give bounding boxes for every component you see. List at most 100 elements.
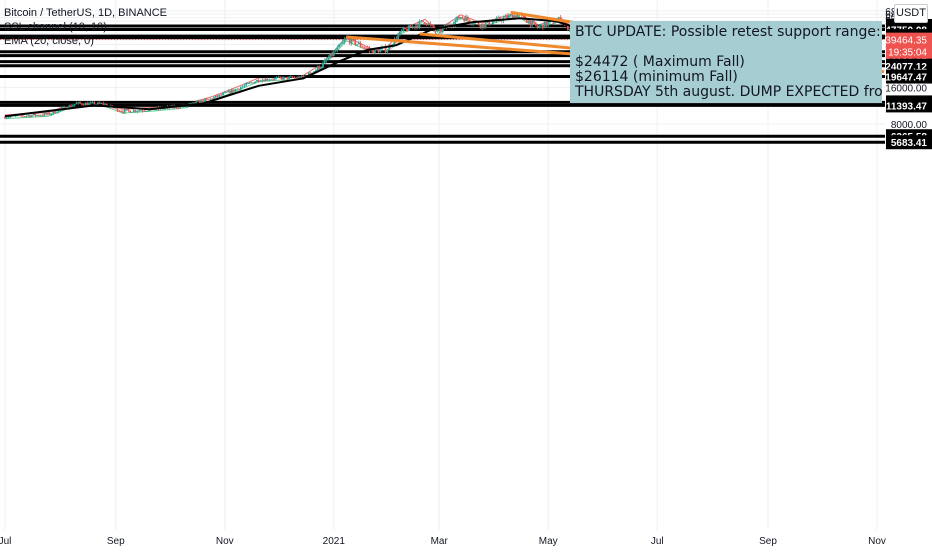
candle-body	[406, 28, 408, 31]
candle-body	[416, 25, 419, 28]
candle-body	[264, 78, 267, 82]
candle-body	[193, 102, 196, 104]
candle-body	[545, 21, 548, 26]
candle-body	[39, 115, 42, 117]
candle-body	[54, 111, 56, 114]
candle-body	[97, 102, 99, 105]
candle-body	[125, 109, 128, 111]
time-tick-label: 2021	[323, 536, 346, 547]
candle-body	[379, 49, 382, 53]
symbol-title[interactable]: Bitcoin / TetherUS, 1D, BINANCE	[4, 7, 168, 19]
candle-body	[418, 21, 421, 28]
candle-body	[245, 83, 248, 86]
candle-body	[272, 79, 274, 81]
candle-body	[286, 76, 289, 79]
candle-body	[325, 59, 328, 61]
candle-body	[43, 113, 46, 116]
time-axis[interactable]: Jul Sep Nov 2021 Mar May Jul Sep Nov	[0, 530, 932, 550]
candle-body	[36, 114, 39, 116]
currency-unit-badge[interactable]: USDT	[894, 4, 928, 23]
annotation-line-5: THURSDAY 5th august. DUMP EXPECTED from …	[575, 84, 882, 100]
candle-body	[86, 102, 89, 106]
candle-body	[320, 67, 323, 70]
candle-body	[411, 26, 414, 28]
candle-body	[356, 44, 358, 45]
candle-body	[29, 115, 31, 117]
annotation-line-4: $26114 (minimum Fall)	[575, 69, 738, 85]
candle-body	[236, 88, 239, 90]
candle-body	[91, 102, 94, 104]
candle-body	[477, 21, 480, 25]
candle-body	[332, 51, 335, 56]
candle-body	[388, 45, 391, 51]
candle-body	[429, 23, 432, 25]
level-price-label: 5683.41	[891, 138, 928, 149]
candle-body	[7, 117, 10, 118]
candle-body	[247, 83, 249, 84]
candle-body	[354, 39, 357, 45]
candle-body	[270, 79, 273, 81]
candle-body	[288, 76, 291, 79]
candle-body	[402, 27, 405, 31]
time-tick-label: Mar	[431, 536, 449, 547]
candle-body	[41, 115, 44, 117]
time-tick-label: Jul	[0, 536, 11, 547]
candle-body	[257, 80, 260, 82]
time-tick-label: Sep	[759, 536, 777, 547]
candle-body	[309, 72, 312, 74]
candle-body	[239, 87, 242, 90]
price-axis-bg	[885, 0, 932, 550]
candle-body	[397, 35, 400, 41]
candle-body	[275, 77, 278, 79]
candle-body	[481, 24, 483, 28]
candle-body	[14, 115, 17, 117]
annotation-note[interactable]: BTC UPDATE: Possible retest support rang…	[570, 21, 882, 103]
candle-body	[534, 22, 537, 26]
candle-body	[345, 37, 348, 40]
candle-body	[343, 39, 346, 42]
candle-body	[449, 24, 451, 26]
candle-body	[25, 115, 28, 117]
candle-body	[32, 113, 35, 116]
candle-body	[484, 22, 487, 27]
ssl-indicator-label[interactable]: SSL channel (10, 10)	[4, 21, 107, 33]
candle-body	[407, 25, 410, 31]
candle-body	[254, 81, 257, 84]
candle-body	[436, 30, 439, 32]
candle-body	[290, 76, 292, 78]
candle-body	[120, 110, 123, 112]
candle-body	[80, 103, 83, 105]
candle-body	[75, 103, 78, 105]
candle-body	[384, 46, 387, 53]
candle-body	[223, 92, 226, 94]
candle-body	[241, 86, 244, 88]
candle-body	[250, 82, 253, 84]
price-tick-label: 16000.00	[885, 83, 927, 94]
candle-body	[129, 110, 131, 113]
ema-indicator-label[interactable]: EMA (20, close, 0)	[4, 35, 94, 47]
candle-body	[409, 25, 412, 28]
candle-body	[511, 14, 514, 19]
candle-body	[315, 69, 317, 72]
candle-body	[541, 24, 544, 29]
candle-body	[440, 28, 442, 32]
candle-body	[415, 25, 417, 28]
candle-body	[207, 98, 210, 100]
last-price-label: 39464.35	[885, 36, 927, 47]
candle-body	[372, 49, 374, 54]
candle-body	[93, 102, 96, 105]
price-axis[interactable]: 68000.0064000.0060000.0056000.0052000.00…	[885, 0, 932, 550]
candle-body	[55, 112, 58, 114]
candle-body	[145, 110, 148, 112]
candle-body	[79, 102, 81, 104]
candle-body	[277, 76, 280, 78]
candle-body	[114, 107, 117, 109]
level-price-tag	[886, 98, 932, 113]
annotation-line-1: BTC UPDATE: Possible retest support rang…	[575, 24, 881, 40]
annotation-line-3: $24472 ( Maximum Fall)	[575, 54, 745, 70]
candle-body	[216, 95, 219, 97]
candle-body	[318, 66, 321, 70]
candle-body	[102, 103, 105, 105]
candle-body	[141, 110, 144, 112]
